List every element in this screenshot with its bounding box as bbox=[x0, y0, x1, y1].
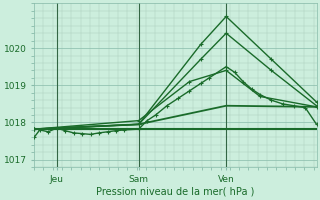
X-axis label: Pression niveau de la mer( hPa ): Pression niveau de la mer( hPa ) bbox=[96, 187, 254, 197]
